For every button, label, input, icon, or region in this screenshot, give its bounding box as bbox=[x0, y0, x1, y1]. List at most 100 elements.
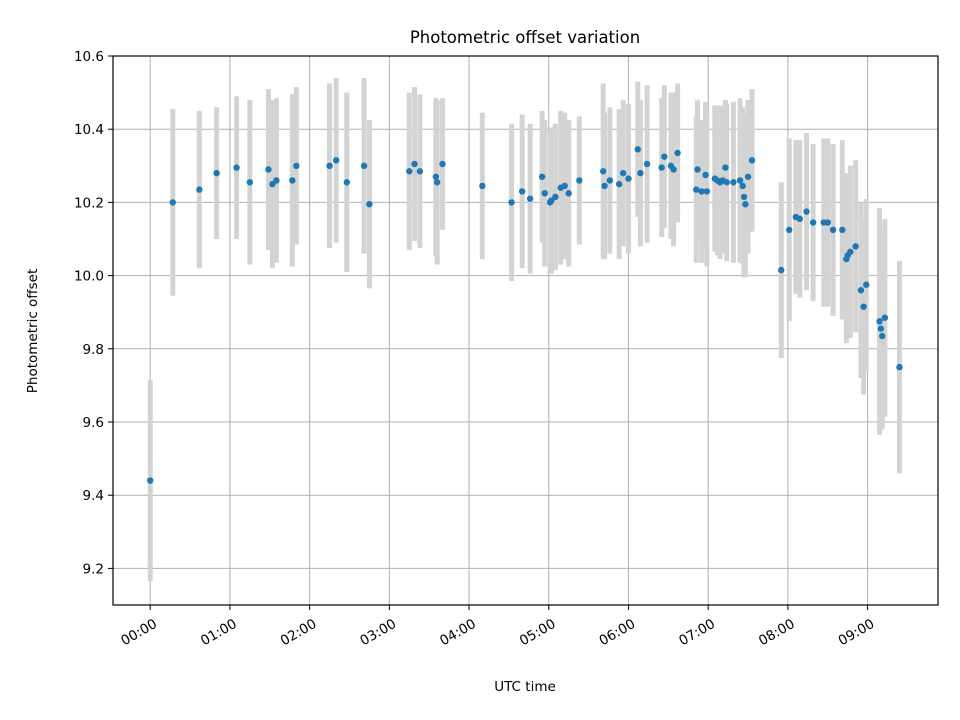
data-point bbox=[896, 363, 903, 371]
data-point bbox=[196, 186, 203, 193]
data-point bbox=[674, 149, 681, 157]
data-point bbox=[723, 179, 730, 186]
data-point bbox=[739, 182, 746, 190]
data-point bbox=[406, 168, 413, 175]
data-point bbox=[169, 199, 176, 206]
data-point bbox=[863, 281, 870, 288]
data-point bbox=[625, 175, 632, 182]
data-point bbox=[538, 173, 546, 180]
data-point bbox=[643, 160, 651, 168]
data-point bbox=[703, 188, 711, 195]
data-point bbox=[740, 193, 748, 201]
data-point bbox=[416, 168, 424, 175]
data-point bbox=[730, 179, 737, 186]
data-point bbox=[877, 325, 885, 332]
data-point bbox=[576, 177, 583, 184]
data-point bbox=[748, 157, 756, 164]
y-axis-label: Photometric offset bbox=[25, 269, 41, 393]
data-point bbox=[146, 477, 154, 484]
data-point bbox=[246, 179, 254, 186]
y-axis-ticks: 9.2 9.4 9.6 9.8 10.0 10.2 10.4 10.6 bbox=[74, 49, 113, 577]
data-point bbox=[742, 201, 749, 208]
data-point bbox=[565, 190, 572, 197]
data-point bbox=[693, 186, 700, 193]
data-point bbox=[213, 169, 220, 177]
data-point bbox=[852, 243, 859, 250]
data-point bbox=[637, 169, 644, 177]
data-point bbox=[561, 182, 568, 190]
data-point bbox=[736, 177, 744, 184]
y-tick-label: 9.8 bbox=[83, 342, 104, 358]
data-point bbox=[433, 179, 441, 186]
data-point bbox=[411, 160, 418, 168]
x-tick-label: 08:00 bbox=[756, 616, 798, 649]
data-point bbox=[839, 226, 846, 234]
data-point bbox=[829, 226, 837, 234]
x-tick-label: 01:00 bbox=[198, 616, 240, 649]
x-tick-label: 07:00 bbox=[676, 616, 718, 649]
error-bars bbox=[147, 77, 902, 582]
data-point bbox=[265, 166, 272, 173]
data-point bbox=[518, 188, 526, 195]
data-point bbox=[366, 201, 373, 208]
chart-title: Photometric offset variation bbox=[410, 28, 640, 47]
data-point bbox=[658, 164, 665, 171]
data-point bbox=[326, 162, 333, 169]
data-point bbox=[634, 146, 641, 153]
y-tick-label: 9.6 bbox=[83, 415, 104, 431]
data-point bbox=[439, 160, 446, 168]
x-tick-label: 00:00 bbox=[118, 616, 160, 649]
data-point bbox=[273, 177, 280, 184]
y-tick-label: 9.2 bbox=[83, 561, 104, 577]
data-point bbox=[526, 195, 534, 202]
data-point bbox=[670, 166, 677, 173]
data-point bbox=[343, 179, 351, 186]
data-point bbox=[541, 190, 548, 197]
data-point bbox=[332, 157, 340, 164]
x-tick-label: 09:00 bbox=[836, 616, 878, 649]
data-point bbox=[606, 177, 614, 184]
data-point bbox=[722, 164, 729, 171]
x-axis-ticks: 00:00 01:00 02:00 03:00 04:00 05:00 06:00 07:00… bbox=[118, 605, 877, 649]
data-point bbox=[876, 318, 883, 325]
data-point bbox=[432, 173, 440, 180]
y-tick-label: 10.6 bbox=[74, 49, 104, 65]
x-tick-label: 03:00 bbox=[357, 616, 399, 649]
data-point bbox=[744, 173, 752, 180]
data-point bbox=[857, 287, 865, 294]
data-point bbox=[786, 226, 793, 234]
data-point bbox=[601, 182, 608, 190]
data-point bbox=[698, 188, 705, 195]
y-tick-label: 10.2 bbox=[74, 195, 104, 211]
data-point bbox=[881, 314, 889, 321]
data-point bbox=[847, 248, 854, 256]
data-point bbox=[293, 162, 300, 169]
data-point bbox=[479, 182, 486, 190]
data-point bbox=[860, 303, 867, 310]
data-point bbox=[619, 169, 627, 177]
data-point bbox=[289, 177, 296, 184]
y-tick-label: 10.0 bbox=[74, 269, 104, 285]
x-tick-label: 06:00 bbox=[597, 616, 639, 649]
data-point bbox=[661, 153, 668, 160]
plot-frame bbox=[112, 55, 939, 606]
data-point bbox=[360, 162, 368, 169]
y-tick-label: 10.4 bbox=[74, 122, 104, 138]
data-point bbox=[778, 266, 785, 274]
data-point bbox=[824, 219, 831, 226]
data-point bbox=[615, 180, 623, 188]
data-point bbox=[702, 171, 709, 179]
data-point bbox=[796, 215, 804, 223]
data-point bbox=[508, 199, 515, 206]
data-point bbox=[694, 166, 701, 173]
data-point bbox=[600, 168, 607, 175]
y-tick-label: 9.4 bbox=[83, 488, 104, 504]
data-point bbox=[552, 193, 559, 201]
x-axis-label: UTC time bbox=[494, 679, 556, 695]
data-point bbox=[803, 208, 810, 215]
data-points bbox=[146, 146, 903, 484]
x-tick-label: 02:00 bbox=[278, 616, 320, 649]
data-point bbox=[809, 219, 817, 226]
x-tick-label: 05:00 bbox=[517, 616, 559, 649]
